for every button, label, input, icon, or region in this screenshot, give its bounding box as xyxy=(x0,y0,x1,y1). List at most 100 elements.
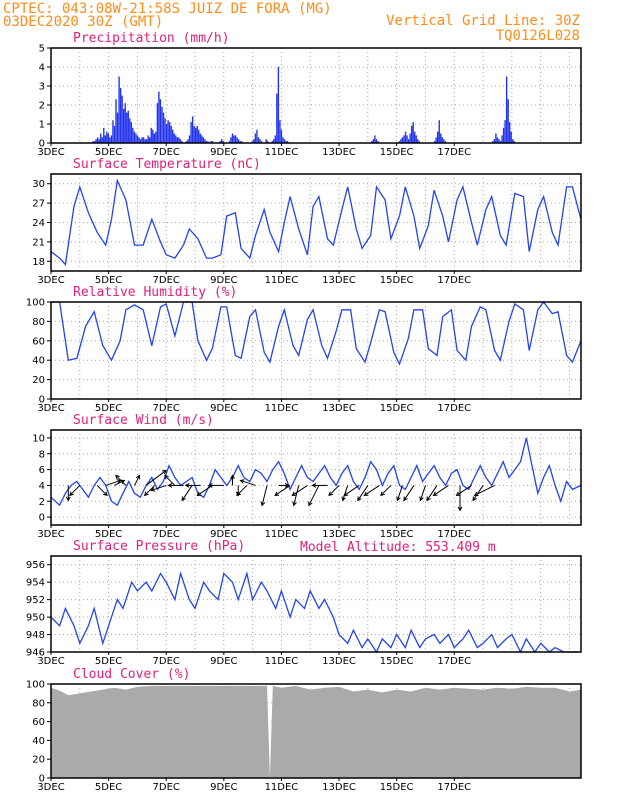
precip-bar xyxy=(493,139,496,143)
precip-ytick-label: 3 xyxy=(39,82,45,93)
precip-xtick-label: 5DEC xyxy=(95,147,122,158)
wind-xtick-label: 3DEC xyxy=(37,529,64,540)
wind-arrow xyxy=(197,485,213,496)
precip-bar xyxy=(401,137,404,143)
precip-bar xyxy=(283,139,286,143)
header-line2-left: 03DEC2020 30Z (GMT) xyxy=(3,14,163,30)
cloud-ytick-label: 60 xyxy=(32,717,45,728)
precip-bar xyxy=(502,127,505,143)
header-line1-right: Vertical Grid Line: 30Z xyxy=(386,13,580,29)
wind-arrow-head xyxy=(196,491,202,496)
cloud-xtick-label: 5DEC xyxy=(95,782,122,793)
precip-bar xyxy=(505,76,508,143)
cloud-ytick-label: 0 xyxy=(39,774,45,785)
precip-bar xyxy=(122,108,125,143)
pressure-xtick-label: 7DEC xyxy=(153,656,180,667)
pressure-model-altitude: Model Altitude: 553.409 m xyxy=(300,540,496,555)
wind-arrow-head xyxy=(164,474,169,480)
precip-bar xyxy=(165,124,168,143)
cloud-panel: 0 20 40 60 80 100 3DEC 5DEC 7DEC 9DEC 11DEC 13DEC 15… xyxy=(26,667,582,793)
precip-bar xyxy=(280,129,283,143)
wind-xtick-label: 7DEC xyxy=(153,529,180,540)
pressure-frame xyxy=(50,555,582,653)
precip-xtick-label: 13DEC xyxy=(322,147,356,158)
precip-bar xyxy=(438,120,440,143)
precip-bar xyxy=(407,139,410,143)
precip-ytick-label: 1 xyxy=(39,120,45,131)
precip-bar xyxy=(124,103,126,143)
precip-bar xyxy=(158,91,160,143)
header-line1-left: CPTEC: 043:08W-21:58S JUIZ DE FORA (MG) xyxy=(3,1,332,17)
precip-bar xyxy=(418,141,421,143)
pressure-xtick-label: 5DEC xyxy=(95,656,122,667)
humidity-ytick-label: 60 xyxy=(32,336,45,347)
precip-bar xyxy=(194,127,197,143)
precip-bar xyxy=(231,133,234,143)
wind-arrow-head xyxy=(432,491,438,496)
precip-bar xyxy=(406,135,408,143)
precip-bar xyxy=(204,139,206,143)
wind-series-line xyxy=(50,437,582,507)
precip-bar xyxy=(266,141,269,143)
wind-arrow-head xyxy=(135,474,141,480)
cloud-xtick-label: 7DEC xyxy=(153,782,180,793)
precip-bar xyxy=(196,125,198,143)
pressure-ytick-label: 954 xyxy=(26,578,45,589)
precip-bar xyxy=(92,141,94,143)
precip-bar xyxy=(251,141,254,143)
precip-bar xyxy=(403,135,405,143)
header-line2-right: TQ0126L028 xyxy=(496,28,580,44)
precip-bar xyxy=(510,131,512,143)
precip-bar xyxy=(142,137,145,143)
temperature-xtick-label: 15DEC xyxy=(380,275,414,286)
precip-bar xyxy=(95,139,97,143)
wind-arrow-head xyxy=(403,496,408,502)
wind-arrow-head xyxy=(291,491,297,496)
precip-bar xyxy=(126,112,128,143)
precip-bar xyxy=(101,137,103,143)
precip-bar xyxy=(121,95,123,143)
humidity-xtick-label: 7DEC xyxy=(153,403,180,414)
precip-bar xyxy=(512,139,514,143)
precip-bar xyxy=(236,137,238,143)
wind-title: Surface Wind (m/s) xyxy=(73,413,214,428)
precip-frame xyxy=(50,47,582,144)
cloud-xtick-label: 9DEC xyxy=(210,782,237,793)
precip-bar xyxy=(443,139,445,143)
precip-bar xyxy=(112,120,114,143)
cloud-xtick-label: 13DEC xyxy=(322,782,356,793)
wind-arrow xyxy=(396,485,403,501)
precip-bar xyxy=(98,139,100,143)
precip-bar xyxy=(211,141,214,143)
precip-bar xyxy=(193,125,195,143)
humidity-xtick-label: 5DEC xyxy=(95,403,122,414)
cloud-ytick-label: 40 xyxy=(32,736,45,747)
wind-arrow-head xyxy=(143,491,149,497)
precip-bar xyxy=(221,139,223,143)
wind-arrow-head xyxy=(419,496,424,502)
humidity-xtick-label: 9DEC xyxy=(210,403,237,414)
precip-bar xyxy=(145,139,148,143)
precip-bar xyxy=(433,141,436,143)
precip-bar xyxy=(153,133,156,143)
pressure-xtick-label: 17DEC xyxy=(437,656,471,667)
temperature-ytick-label: 30 xyxy=(32,179,45,190)
humidity-xtick-label: 3DEC xyxy=(37,403,64,414)
precip-bar xyxy=(375,139,378,143)
cloud-title: Cloud Cover (%) xyxy=(73,667,190,682)
precip-bar xyxy=(149,137,151,143)
precip-bar xyxy=(118,76,120,143)
temperature-series-line xyxy=(50,178,582,266)
pressure-panel: 946 948 950 952 954 956 3DEC 5DEC 7DEC 9DEC 11DEC 1… xyxy=(26,539,582,667)
precip-bar xyxy=(499,141,502,143)
precip-bar xyxy=(435,137,437,143)
precip-bar xyxy=(156,103,159,143)
precip-bar xyxy=(168,122,171,143)
temperature-xtick-label: 9DEC xyxy=(210,275,237,286)
temperature-xtick-label: 13DEC xyxy=(322,275,356,286)
wind-arrow xyxy=(343,485,360,496)
precip-bar xyxy=(260,141,263,143)
wind-arrow-head xyxy=(284,483,290,488)
precip-bar xyxy=(190,122,192,143)
precip-bar xyxy=(404,131,407,143)
